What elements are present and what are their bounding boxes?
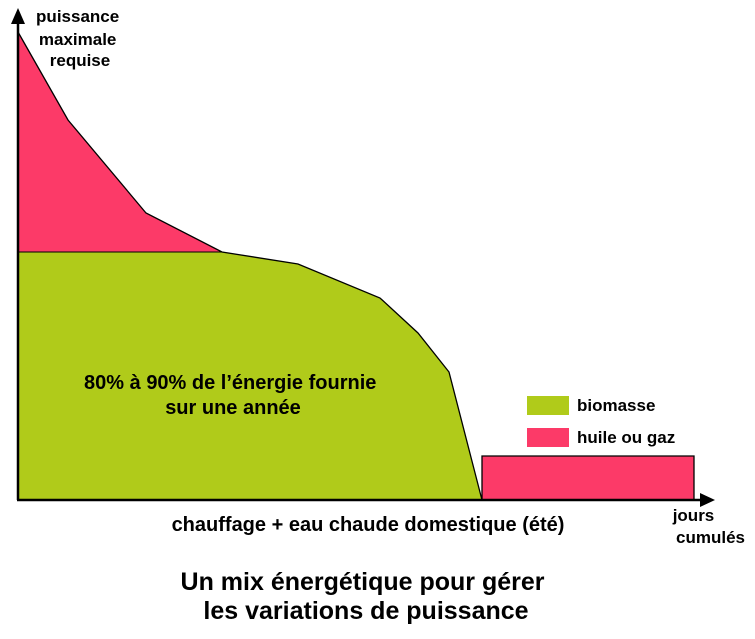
huile-peak-area xyxy=(18,32,222,252)
annotation-line: 80% à 90% de l’énergie fournie xyxy=(84,372,376,394)
biomasse-area xyxy=(18,252,482,500)
huile-summer-area xyxy=(482,456,694,500)
x-axis-label: jours cumulés xyxy=(672,506,745,547)
legend-label-biomasse: biomasse xyxy=(577,396,655,415)
legend-swatch-huile xyxy=(527,428,569,447)
summer-outline xyxy=(481,455,695,500)
annotation-line: sur une année xyxy=(165,397,301,419)
demand-curve xyxy=(17,31,483,501)
energy-share-annotation: 80% à 90% de l’énergie fournie sur une a… xyxy=(84,372,382,419)
legend: biomasse huile ou gaz xyxy=(527,396,675,447)
y-axis-label-line: requise xyxy=(50,51,110,70)
x-axis-label-line: cumulés xyxy=(676,528,745,547)
legend-label-huile: huile ou gaz xyxy=(577,428,675,447)
title-line: les variations de puissance xyxy=(203,597,528,625)
title-line: Un mix énergétique pour gérer xyxy=(181,568,545,596)
y-axis-label-line: maximale xyxy=(39,30,117,49)
chart-title: Un mix énergétique pour gérer les variat… xyxy=(181,568,552,625)
y-axis-label-line: puissance xyxy=(36,7,119,26)
x-axis-label-line: jours xyxy=(672,506,715,525)
y-axis-label: puissance maximale requise xyxy=(36,7,124,70)
y-axis-arrow xyxy=(11,8,25,24)
legend-swatch-biomasse xyxy=(527,396,569,415)
summer-annotation: chauffage + eau chaude domestique (été) xyxy=(172,514,565,536)
x-axis-arrow xyxy=(700,493,715,507)
